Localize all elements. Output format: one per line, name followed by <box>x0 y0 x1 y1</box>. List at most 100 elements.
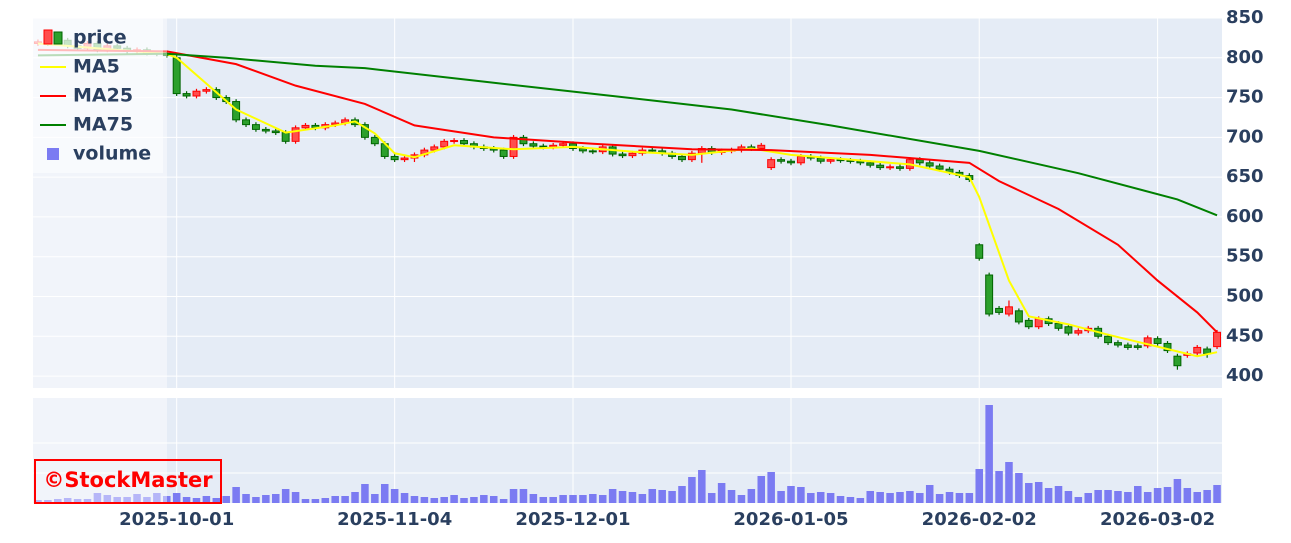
y-tick-label: 550 <box>1226 246 1264 267</box>
volume-bar <box>886 493 894 503</box>
volume-bar <box>757 476 766 503</box>
volume-bar <box>1114 491 1122 503</box>
volume-bar <box>787 486 795 503</box>
volume-bar <box>222 496 230 503</box>
volume-bar <box>262 495 270 503</box>
volume-bar <box>410 496 419 503</box>
volume-bar <box>846 497 855 503</box>
candle-body <box>460 140 468 145</box>
candle-body <box>430 146 439 151</box>
volume-bar <box>351 492 359 503</box>
candle-body <box>1123 344 1132 348</box>
candle-body <box>360 124 369 138</box>
volume-bar <box>866 491 875 503</box>
candle-body <box>757 144 766 149</box>
candle-body <box>1113 342 1122 346</box>
volume-bar <box>965 493 974 503</box>
candle-body <box>529 143 538 147</box>
volume-bar <box>816 492 825 503</box>
volume-bar <box>638 494 647 503</box>
candle-body <box>1133 345 1142 348</box>
watermark-box <box>34 459 222 504</box>
candle-body <box>866 162 875 166</box>
candle-body <box>251 124 260 130</box>
candle-body <box>450 140 459 143</box>
volume-bar <box>172 493 181 503</box>
volume-bar <box>995 471 1003 503</box>
candle-body <box>975 244 984 259</box>
candle-body <box>1193 346 1202 354</box>
volume-bar <box>1203 490 1211 503</box>
candle-body <box>242 119 250 126</box>
candle-body <box>618 153 627 157</box>
volume-bar <box>549 497 557 503</box>
volume-bar <box>668 491 676 503</box>
volume-bar <box>271 494 280 503</box>
volume-bar <box>916 493 924 503</box>
candle-body <box>212 89 221 99</box>
legend-swatch <box>47 148 59 160</box>
y-tick-label: 600 <box>1226 206 1264 227</box>
volume-bar <box>906 491 914 503</box>
legend-swatch <box>53 31 63 45</box>
volume-bar <box>598 495 607 503</box>
volume-bar <box>133 494 141 503</box>
candle-body <box>816 157 825 162</box>
volume-bar <box>648 489 657 503</box>
volume-bar <box>618 491 627 503</box>
candle-body <box>787 160 795 164</box>
volume-bar <box>153 493 161 503</box>
volume-bar <box>499 499 508 503</box>
volume-bar <box>63 498 72 503</box>
volume-bar <box>73 499 82 503</box>
volume-bar <box>836 496 845 503</box>
watermark: ©StockMaster <box>43 468 213 492</box>
ma-line <box>37 52 1218 217</box>
volume-bar <box>975 469 984 503</box>
volume-bar <box>698 470 706 503</box>
volume-bar <box>589 494 597 503</box>
candle-body <box>886 166 895 169</box>
candle-body <box>1143 337 1152 347</box>
x-tick-label: 2025-12-01 <box>515 509 630 530</box>
candle-body <box>995 307 1004 313</box>
volume-bar <box>162 496 171 503</box>
volume-bar <box>192 498 201 503</box>
volume-bar <box>83 499 92 503</box>
volume-bar <box>202 496 211 503</box>
volume-bar <box>489 496 498 503</box>
volume-bar <box>430 498 439 503</box>
candle-body <box>509 136 518 157</box>
volume-bar <box>678 486 686 503</box>
volume-bar <box>44 500 52 503</box>
volume-bar <box>737 495 746 503</box>
volume-bar <box>1193 492 1201 503</box>
legend: price MA5 MA25 MA75 volume <box>33 18 163 173</box>
candle-body <box>1005 306 1013 315</box>
volume-bar <box>1143 492 1152 503</box>
volume-bar <box>212 498 221 503</box>
candle-body <box>935 165 944 170</box>
volume-bar <box>460 498 468 503</box>
candle-body <box>796 155 805 164</box>
x-tick-label: 2025-10-01 <box>119 509 234 530</box>
volume-bar <box>1094 490 1102 503</box>
volume-bar <box>390 489 399 503</box>
volume-bar <box>658 490 666 503</box>
volume-bar <box>559 495 567 503</box>
candle-body <box>896 166 904 169</box>
volume-bar <box>361 484 369 503</box>
candle-body <box>519 136 528 145</box>
candle-body <box>172 57 181 95</box>
volume-bar <box>311 499 320 503</box>
volume-bar <box>856 498 865 503</box>
volume-bar <box>797 487 805 503</box>
volume-bar <box>380 484 389 503</box>
volume-bar <box>688 477 696 503</box>
x-tick-label: 2026-02-02 <box>922 509 1037 530</box>
volume-bar <box>1084 493 1093 503</box>
volume-bar <box>450 495 458 503</box>
volume-bar <box>925 485 934 503</box>
legend-label: MA75 <box>73 114 133 136</box>
